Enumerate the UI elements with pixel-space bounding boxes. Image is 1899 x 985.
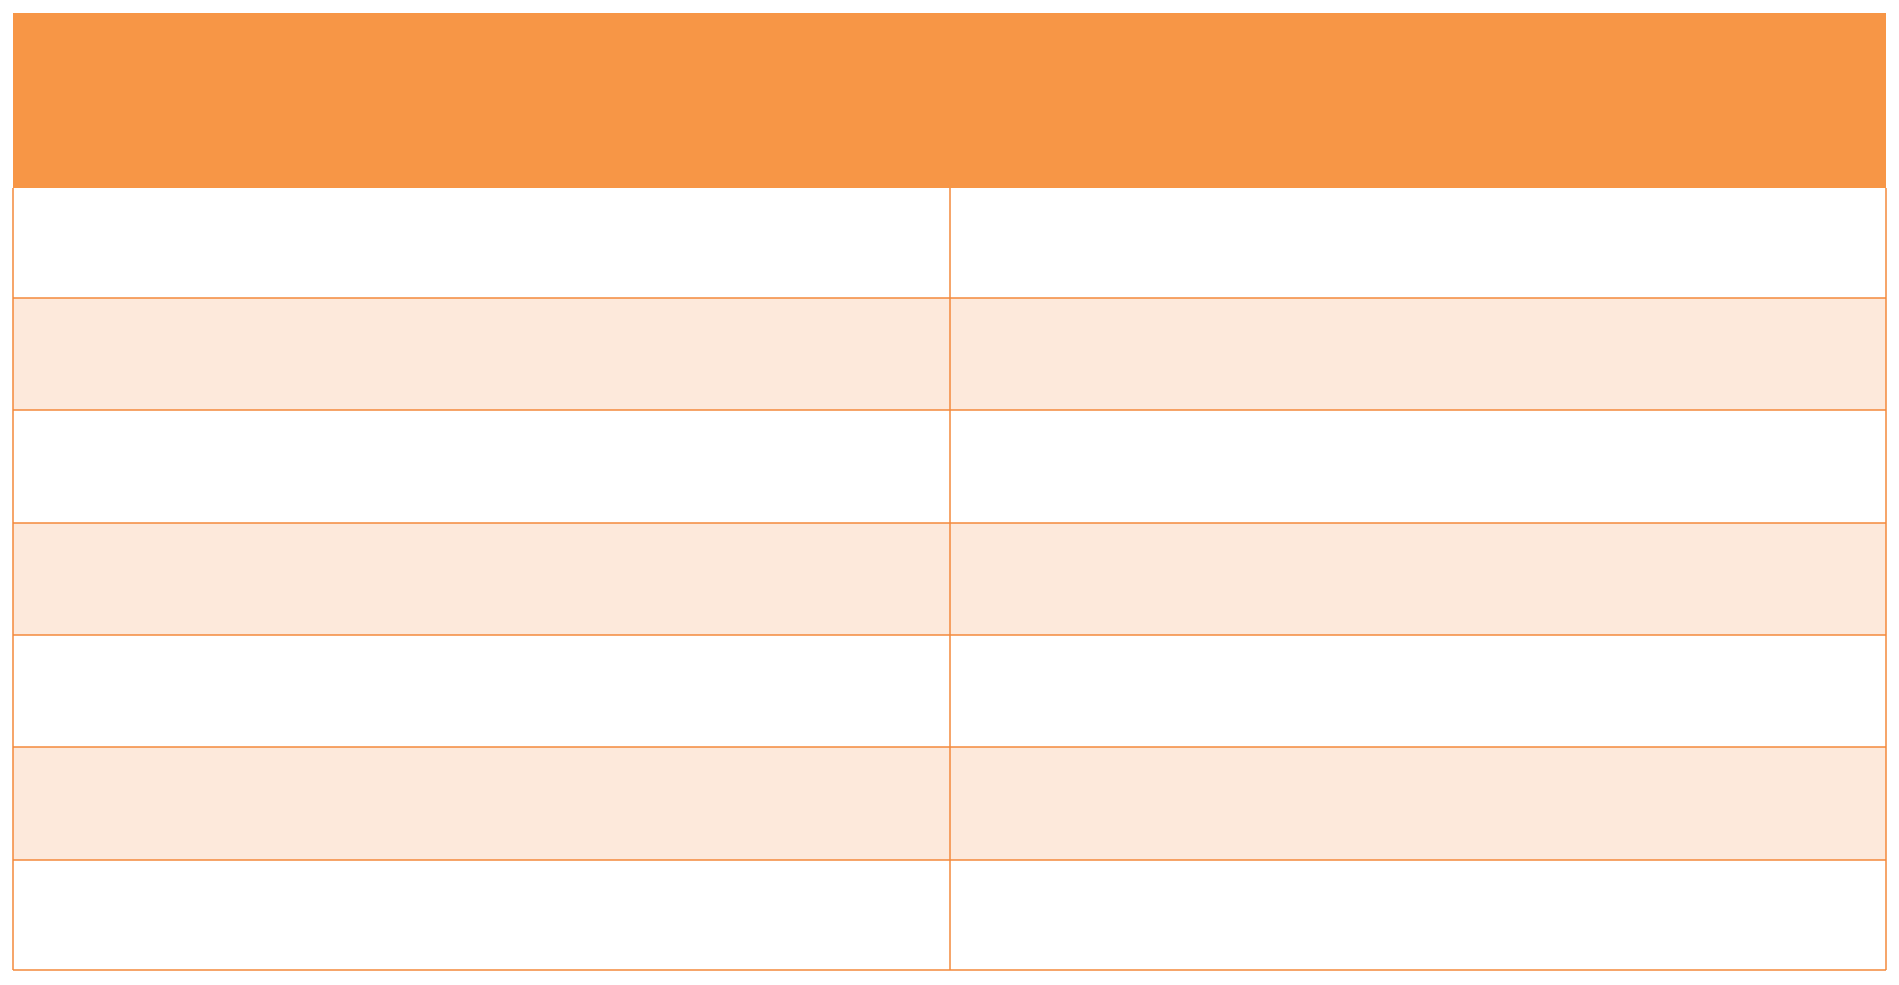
header-row — [13, 13, 1886, 188]
